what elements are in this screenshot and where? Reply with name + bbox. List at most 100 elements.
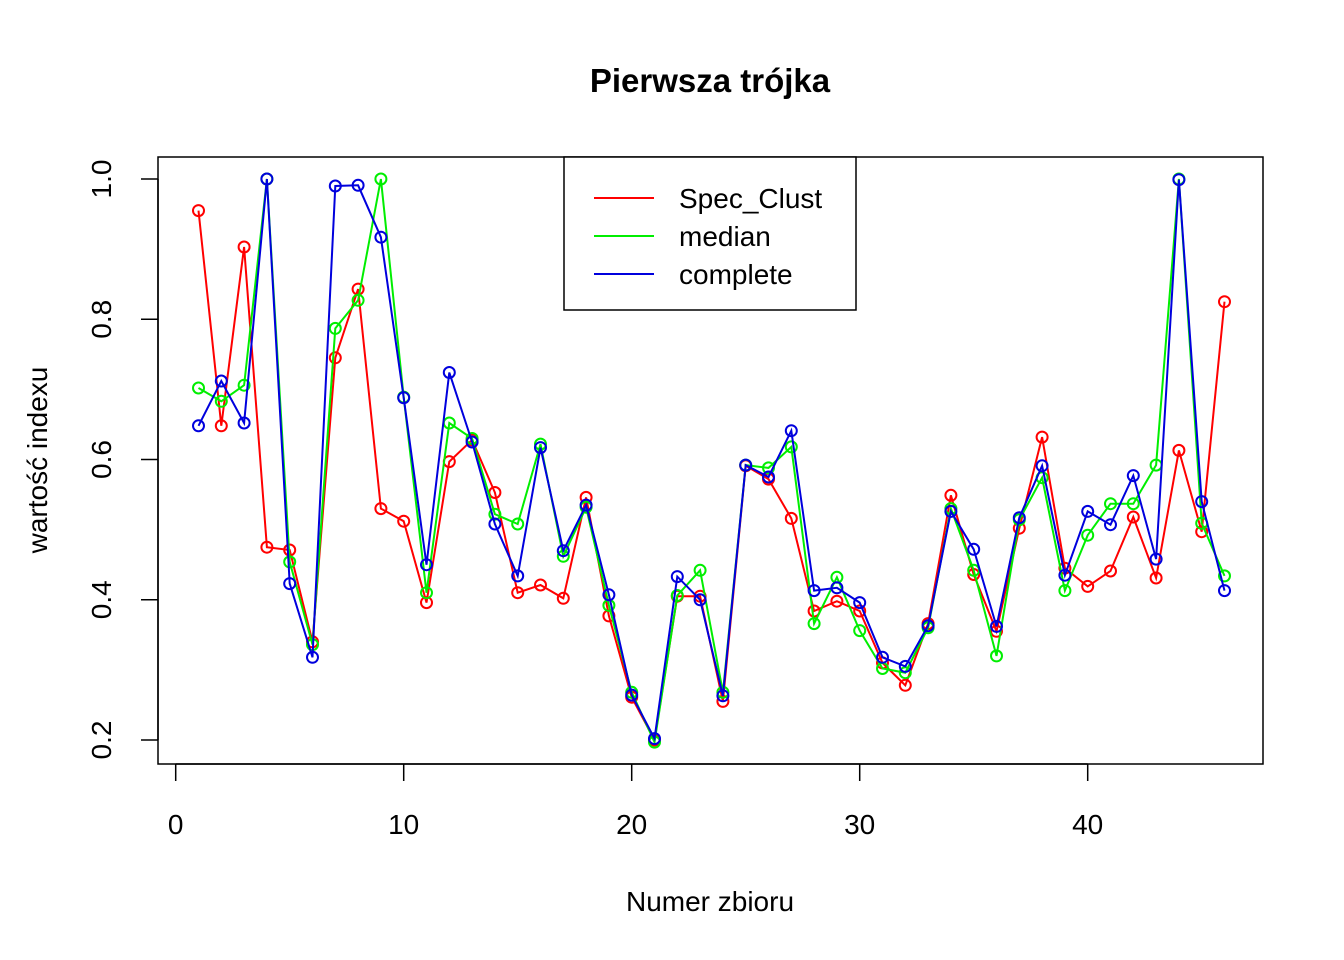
data-point — [853, 596, 867, 610]
data-point — [716, 689, 730, 703]
data-point — [1149, 571, 1163, 585]
data-point — [192, 419, 205, 433]
data-point — [1218, 569, 1231, 583]
data-point — [1012, 511, 1026, 525]
data-point — [351, 178, 365, 192]
data-point — [556, 544, 570, 558]
data-point — [1081, 528, 1095, 542]
data-point — [784, 424, 798, 438]
data-point — [1172, 443, 1186, 457]
x-tick-label: 0 — [168, 809, 184, 840]
data-point — [511, 569, 525, 583]
data-point — [420, 558, 433, 572]
data-point — [625, 688, 639, 702]
y-tick-label: 0.2 — [86, 721, 117, 760]
legend-label: median — [679, 221, 771, 252]
data-point — [260, 172, 274, 186]
data-point — [670, 589, 684, 602]
data-point — [192, 381, 205, 395]
x-axis: 0 10 20 30 40 — [168, 763, 1103, 840]
data-point — [511, 517, 525, 531]
data-point — [1195, 525, 1209, 539]
x-tick-label: 20 — [616, 809, 647, 840]
data-point — [944, 504, 958, 518]
data-point — [465, 435, 479, 449]
data-point — [420, 586, 433, 600]
data-point — [192, 204, 205, 218]
series-line — [197, 178, 1226, 746]
data-point — [556, 591, 570, 605]
data-point — [1218, 584, 1231, 598]
data-point — [807, 617, 821, 631]
data-point — [283, 577, 297, 591]
data-point — [374, 230, 388, 244]
data-point — [853, 624, 867, 638]
data-point — [602, 588, 616, 602]
data-point — [739, 458, 753, 472]
data-point — [511, 586, 525, 600]
data-point — [1058, 568, 1072, 582]
data-point — [1104, 518, 1117, 532]
data-point — [1104, 497, 1117, 511]
data-point — [648, 732, 661, 746]
legend-label: Spec_Clust — [679, 183, 822, 214]
data-point — [260, 540, 274, 554]
data-point — [898, 678, 912, 692]
series-layer — [192, 172, 1231, 749]
series-complete — [192, 172, 1231, 746]
data-point — [237, 378, 251, 392]
data-point — [1035, 430, 1049, 444]
data-point — [830, 581, 844, 595]
data-point — [944, 488, 958, 502]
chart-title: Pierwsza trójka — [590, 62, 831, 99]
data-point — [807, 584, 821, 598]
data-point — [534, 441, 547, 455]
data-point — [488, 517, 502, 531]
data-point — [420, 596, 433, 610]
data-point — [397, 514, 411, 528]
y-tick-label: 0.6 — [86, 440, 117, 479]
data-point — [830, 594, 844, 608]
legend-label: complete — [679, 259, 793, 290]
x-axis-label: Numer zbioru — [626, 886, 794, 917]
data-point — [1126, 469, 1140, 483]
data-point — [990, 649, 1003, 663]
data-point — [214, 394, 228, 408]
data-point — [214, 374, 228, 388]
data-point — [693, 563, 707, 577]
x-tick-label: 10 — [388, 809, 419, 840]
data-point — [1218, 295, 1231, 309]
data-point — [397, 391, 411, 405]
data-point — [328, 321, 342, 335]
legend-box — [563, 156, 857, 311]
data-point — [784, 511, 798, 525]
data-point — [328, 351, 342, 365]
data-point — [670, 570, 684, 584]
data-point — [579, 498, 593, 512]
data-point — [784, 440, 798, 454]
data-point — [237, 416, 251, 430]
data-point — [967, 542, 981, 556]
data-point — [1058, 584, 1072, 598]
x-tick-label: 40 — [1072, 809, 1103, 840]
data-point — [898, 659, 912, 673]
data-point — [237, 240, 251, 254]
series-line — [197, 178, 1226, 742]
data-point — [214, 419, 228, 433]
y-tick-label: 0.8 — [86, 300, 117, 339]
data-point — [1172, 173, 1186, 187]
data-point — [374, 172, 388, 186]
data-point — [374, 502, 388, 516]
data-point — [1104, 564, 1117, 578]
data-point — [1149, 552, 1163, 566]
data-point — [1035, 459, 1049, 473]
y-tick-label: 0.4 — [86, 580, 117, 619]
data-point — [990, 619, 1003, 633]
data-point — [351, 293, 365, 307]
y-axis-label: wartość indexu — [22, 367, 53, 555]
data-point — [328, 179, 342, 193]
data-point — [1081, 504, 1095, 518]
data-point — [853, 604, 867, 618]
